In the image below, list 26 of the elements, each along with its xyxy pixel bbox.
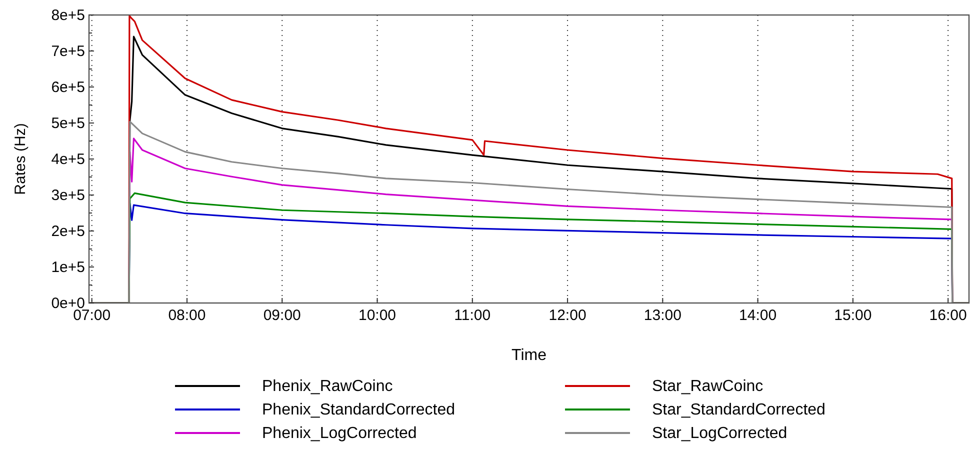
x-tick-label: 09:00 <box>263 307 301 324</box>
y-tick-label: 7e+5 <box>51 43 85 60</box>
x-tick-label: 08:00 <box>168 307 206 324</box>
legend-label: Star_LogCorrected <box>652 425 788 442</box>
legend-label: Phenix_StandardCorrected <box>262 402 456 418</box>
x-axis-title: Time <box>512 347 547 364</box>
y-tick-label: 6e+5 <box>51 79 85 96</box>
x-tick-label: 16:00 <box>929 307 967 324</box>
y-tick-label: 8e+5 <box>51 7 85 24</box>
legend-label: Star_StandardCorrected <box>652 402 826 418</box>
x-tick-label: 11:00 <box>454 307 491 324</box>
y-tick-label: 2e+5 <box>51 223 85 240</box>
x-tick-label: 07:00 <box>73 307 111 324</box>
legend-label: Phenix_LogCorrected <box>262 425 417 442</box>
x-tick-label: 13:00 <box>644 307 682 324</box>
y-tick-label: 4e+5 <box>51 151 85 168</box>
y-tick-label: 3e+5 <box>51 187 85 204</box>
legend-label: Star_RawCoinc <box>652 378 764 395</box>
x-tick-label: 15:00 <box>834 307 872 324</box>
y-tick-label: 5e+5 <box>51 115 85 132</box>
x-tick-label: 10:00 <box>358 307 396 324</box>
legend-label: Phenix_RawCoinc <box>262 378 393 395</box>
x-tick-label: 14:00 <box>739 307 777 324</box>
y-axis-title: Rates (Hz) <box>12 123 29 195</box>
y-tick-label: 1e+5 <box>51 259 85 276</box>
x-tick-label: 12:00 <box>548 307 586 324</box>
